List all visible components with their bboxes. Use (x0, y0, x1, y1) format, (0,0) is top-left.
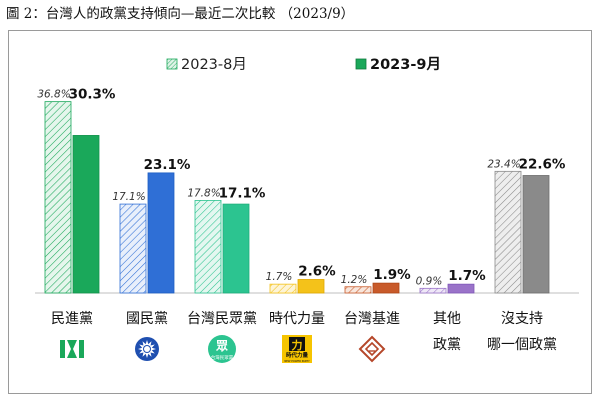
value-label-sep-npp: 2.6% (298, 263, 336, 279)
bar-aug-dpp (44, 101, 72, 294)
value-label-sep-tsp: 1.9% (373, 267, 411, 283)
bar-aug-tpp (194, 200, 222, 294)
category-label-other-line1: 其他 (433, 311, 461, 327)
tsp-logo-icon (358, 335, 386, 363)
value-labels: 36.8%30.3%17.1%23.1%17.8%17.1%1.7% 2.6%1.… (37, 87, 566, 288)
bar-aug-npp (269, 283, 297, 294)
value-label-aug-tpp: 17.8% (187, 187, 220, 199)
dpp-logo-stroke-right (79, 340, 84, 358)
value-label-sep-other: 1.7% (448, 268, 486, 284)
value-label-aug-npp: 1.7% (266, 271, 293, 283)
chart-frame: 2023-8月 2023-9月 36.8% 30.3% 17.1% 23.1% 17.8%… (8, 30, 592, 394)
value-label-aug-kmt: 17.1% (112, 191, 145, 203)
category-label-none-line2: 哪一個政黨 (487, 337, 557, 353)
legend-label-aug: 2023-8月 (181, 57, 247, 73)
bar-sep-tpp (222, 203, 250, 294)
legend-swatch-aug (166, 58, 178, 70)
bar-aug-kmt (119, 203, 147, 294)
value-label-sep-dpp: 30.3% (69, 87, 116, 103)
category-label-none-line1: 沒支持 (501, 310, 543, 327)
kmt-logo-icon (135, 337, 159, 361)
value-label-aug-tsp: 1.2% (341, 274, 368, 286)
bar-sep-kmt (147, 172, 175, 294)
bar-sep-other (447, 283, 475, 294)
bar-aug-other (419, 287, 447, 294)
npp-logo-block (289, 337, 305, 351)
figure-caption: 圖 2：台灣人的政黨支持傾向—最近二次比較 （2023/9） (6, 6, 355, 22)
legend-swatch-sep (355, 58, 367, 70)
bar-sep-dpp (72, 135, 100, 294)
category-label-kmt: 國民黨 (126, 311, 168, 327)
bar-aug-tsp (344, 286, 372, 294)
tsp-logo-diamond (358, 335, 386, 363)
dpp-logo-stroke-left (60, 340, 65, 358)
bars (44, 101, 550, 294)
tpp-logo-mark: 眾 (215, 338, 228, 353)
bar-chart: 2023-8月 2023-9月 36.8%30.3% 17.1% 23.1% 17.8%… (35, 56, 579, 363)
chart-legend: 2023-8月 2023-9月 (166, 56, 441, 73)
dpp-logo-icon (59, 337, 85, 361)
dpp-logo-center (67, 340, 77, 358)
bar-sep-npp (297, 279, 325, 294)
npp-logo-text: 時代力量 (286, 351, 309, 359)
bar-sep-tsp (372, 282, 400, 294)
tpp-logo-text: 台灣民眾黨 (211, 354, 234, 361)
tpp-logo-disc (208, 335, 236, 363)
legend-label-sep: 2023-9月 (370, 56, 441, 73)
category-label-dpp: 民進黨 (51, 311, 93, 327)
npp-logo-mark: 力 (292, 338, 303, 352)
bar-aug-none (494, 170, 522, 294)
tsp-logo-inner (364, 341, 380, 357)
category-label-other-line2: 政黨 (433, 337, 461, 353)
value-label-sep-none: 22.6% (519, 156, 566, 172)
value-label-sep-kmt: 23.1% (144, 157, 191, 173)
category-label-npp: 時代力量 (269, 311, 325, 327)
category-label-tsp: 台灣基進 (344, 310, 400, 327)
category-label-tpp: 台灣民眾黨 (187, 311, 257, 327)
npp-logo-en: NEW POWER PARTY (284, 359, 310, 363)
value-label-sep-tpp: 17.1% (219, 185, 266, 201)
kmt-logo-core-inner (144, 346, 150, 352)
value-label-aug-other: 0.9% (416, 275, 443, 287)
value-label-aug-dpp: 36.8% (37, 89, 70, 101)
value-label-aug-none: 23.4% (487, 158, 520, 170)
bar-sep-none (522, 175, 550, 294)
